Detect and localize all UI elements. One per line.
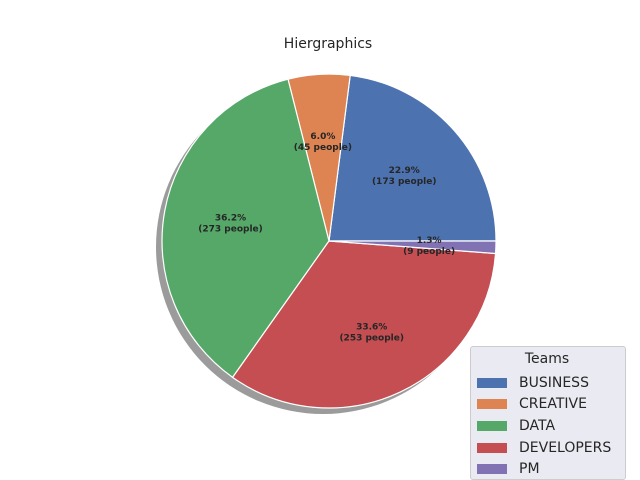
legend-label-business: BUSINESS bbox=[519, 374, 589, 391]
legend-swatch-pm bbox=[477, 464, 507, 475]
slice-label-creative: 6.0% (45 people) bbox=[294, 132, 352, 153]
legend-item-pm: PM bbox=[477, 458, 617, 480]
pie-slice-pm bbox=[328, 240, 497, 255]
legend-swatch-data bbox=[477, 420, 507, 431]
legend-item-business: BUSINESS bbox=[477, 372, 617, 394]
pie-slice-business bbox=[328, 74, 497, 242]
slice-label-developers: 33.6% (253 people) bbox=[339, 323, 404, 344]
legend-swatch-developers bbox=[477, 442, 507, 453]
slice-label-data: 36.2% (273 people) bbox=[198, 214, 263, 235]
legend-item-creative: CREATIVE bbox=[477, 394, 617, 416]
legend-item-data: DATA bbox=[477, 415, 617, 437]
legend-label-developers: DEVELOPERS bbox=[519, 439, 612, 456]
slice-label-business: 22.9% (173 people) bbox=[372, 166, 437, 187]
legend-item-developers: DEVELOPERS bbox=[477, 437, 617, 459]
pie-slice-data bbox=[161, 78, 330, 378]
pie-slices bbox=[161, 73, 497, 409]
legend-swatch-creative bbox=[477, 399, 507, 410]
legend-label-creative: CREATIVE bbox=[519, 396, 587, 413]
legend-label-data: DATA bbox=[519, 417, 556, 434]
slice-labels: 22.9% (173 people) 6.0% (45 people) 36.2% (27… bbox=[198, 132, 455, 344]
legend-title: Teams bbox=[524, 351, 570, 367]
legend-swatch-business bbox=[477, 377, 507, 388]
legend: Teams BUSINESS CREATIVE DATA DEVELOPERS … bbox=[470, 346, 626, 480]
slice-label-pm: 1.3% (9 people) bbox=[403, 236, 455, 257]
legend-label-pm: PM bbox=[519, 461, 540, 478]
chart-title: Hiergraphics bbox=[284, 36, 372, 52]
pie-slice-developers bbox=[232, 240, 497, 409]
